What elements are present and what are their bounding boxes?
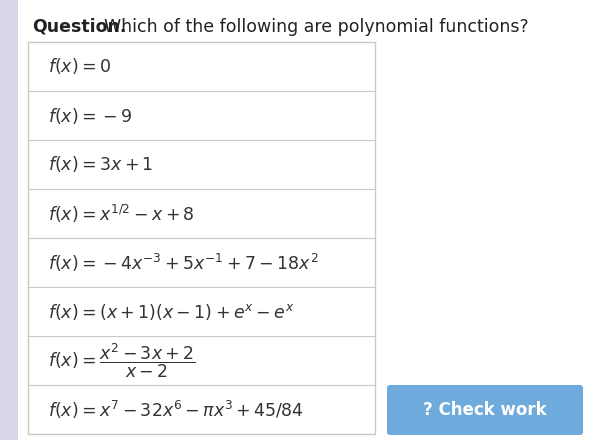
Text: Which of the following are polynomial functions?: Which of the following are polynomial fu…	[104, 18, 528, 36]
Text: $f(x) = (x+1)(x-1) + e^{x} - e^{x}$: $f(x) = (x+1)(x-1) + e^{x} - e^{x}$	[48, 301, 294, 322]
Bar	[28, 42, 375, 434]
Text: $f(x) = x^{1/2} - x + 8$: $f(x) = x^{1/2} - x + 8$	[48, 202, 195, 224]
Text: Question.: Question.	[32, 18, 126, 36]
Text: $f(x) = 0$: $f(x) = 0$	[48, 56, 111, 77]
Text: $f(x) = 3x + 1$: $f(x) = 3x + 1$	[48, 154, 154, 175]
Text: $f(x) = -9$: $f(x) = -9$	[48, 106, 132, 125]
Bar	[0, 0, 18, 440]
FancyBboxPatch shape	[387, 385, 583, 435]
Text: ? Check work: ? Check work	[423, 401, 547, 419]
Text: $f(x) = x^7 - 32x^6 - \pi x^3 + 45/84$: $f(x) = x^7 - 32x^6 - \pi x^3 + 45/84$	[48, 399, 304, 421]
Text: $f(x) = -4x^{-3} + 5x^{-1} + 7 - 18x^2$: $f(x) = -4x^{-3} + 5x^{-1} + 7 - 18x^2$	[48, 251, 318, 274]
Text: $f(x) = \dfrac{x^2 - 3x + 2}{x - 2}$: $f(x) = \dfrac{x^2 - 3x + 2}{x - 2}$	[48, 341, 196, 380]
